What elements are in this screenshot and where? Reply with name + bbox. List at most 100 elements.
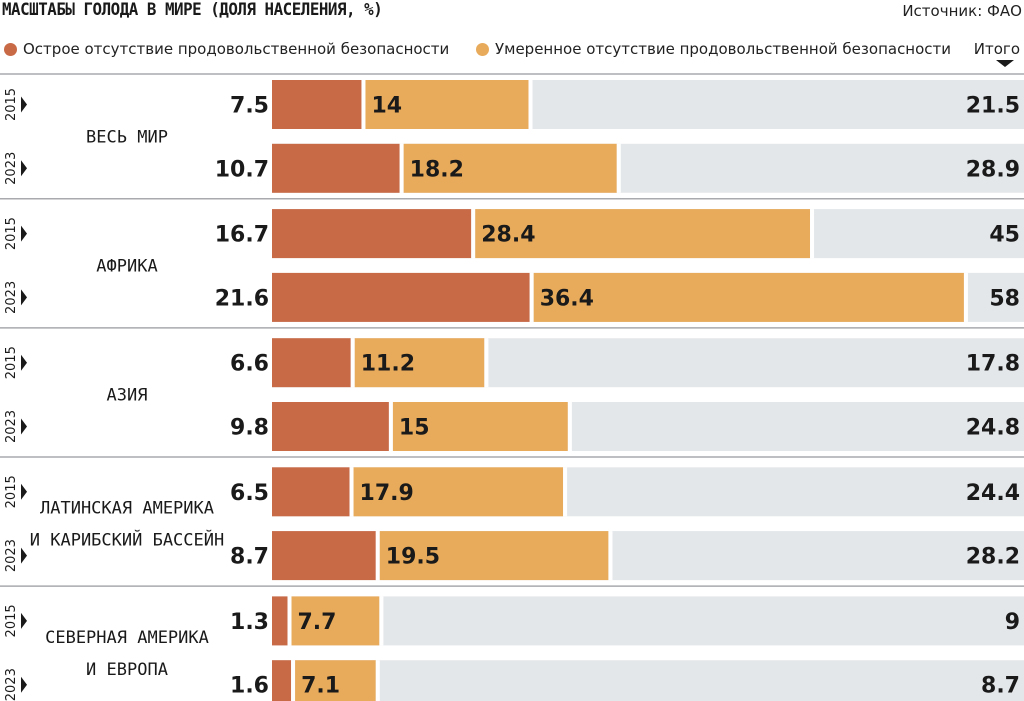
region-label: ЛАТИНСКАЯ АМЕРИКА — [40, 499, 214, 519]
row-marker-icon — [21, 547, 27, 564]
moderate-value-label: 28.4 — [481, 223, 535, 248]
bar-segment-gap — [287, 596, 292, 646]
moderate-value-label: 14 — [371, 94, 402, 119]
total-value-label: 24.8 — [966, 416, 1020, 441]
row-marker-icon — [21, 160, 27, 177]
bar-segment-gap — [399, 143, 404, 193]
acute-value-label: 16.7 — [215, 223, 269, 248]
bar-moderate-segment — [291, 596, 380, 646]
year-label: 2015 — [4, 217, 19, 250]
source-label: Источник: ФАО — [902, 2, 1022, 20]
total-value-label: 58 — [989, 286, 1020, 311]
bar-acute-segment — [272, 143, 400, 193]
moderate-value-label: 19.5 — [386, 545, 440, 570]
acute-value-label: 8.7 — [230, 545, 269, 570]
bar-track — [272, 660, 1024, 701]
moderate-value-label: 15 — [399, 416, 430, 441]
legend-swatch-acute — [4, 43, 17, 56]
bar-acute-segment — [272, 80, 362, 129]
bar-segment-gap — [484, 338, 489, 388]
total-value-label: 8.7 — [981, 674, 1020, 699]
acute-value-label: 7.5 — [230, 94, 269, 119]
row-marker-icon — [21, 289, 27, 306]
row-marker-icon — [21, 225, 27, 242]
bar-segment-gap — [361, 80, 366, 129]
sort-down-arrow-icon — [996, 60, 1014, 67]
bar-segment-gap — [567, 402, 572, 451]
chart-title: МАСШТАБЫ ГОЛОДА В МИРЕ (ДОЛЯ НАСЕЛЕНИЯ, … — [2, 0, 383, 20]
region-label: И КАРИБСКИЙ БАССЕЙН — [30, 529, 224, 551]
bar-moderate-segment — [403, 143, 617, 193]
total-value-label: 45 — [989, 223, 1020, 248]
bar-segment-gap — [616, 143, 621, 193]
region-label: И ЕВРОПА — [86, 660, 168, 680]
bar-segment-gap — [810, 209, 815, 259]
region-label: АЗИЯ — [107, 386, 148, 406]
bar-segment-gap — [388, 402, 393, 451]
total-value-label: 21.5 — [966, 94, 1020, 119]
bar-moderate-segment — [354, 338, 485, 388]
row-marker-icon — [21, 483, 27, 500]
bar-acute-segment — [272, 338, 351, 388]
bar-segment-gap — [375, 660, 380, 701]
bar-segment-gap — [563, 467, 568, 517]
year-label: 2015 — [4, 346, 19, 379]
year-label: 2023 — [4, 668, 19, 701]
total-value-label: 24.4 — [966, 481, 1020, 506]
acute-value-label: 6.6 — [230, 352, 269, 377]
row-marker-icon — [21, 354, 27, 371]
year-label: 2023 — [4, 152, 19, 185]
total-value-label: 17.8 — [966, 352, 1020, 377]
acute-value-label: 9.8 — [230, 416, 269, 441]
bar-segment-gap — [963, 272, 968, 322]
legend-swatch-moderate — [476, 43, 489, 56]
bar-moderate-segment — [392, 402, 568, 451]
row-marker-icon — [21, 676, 27, 693]
acute-value-label: 1.6 — [230, 674, 269, 699]
year-label: 2023 — [4, 410, 19, 443]
moderate-value-label: 7.7 — [298, 610, 337, 635]
bar-segment-gap — [608, 531, 613, 581]
bar-moderate-segment — [533, 272, 964, 322]
row-marker-icon — [21, 96, 27, 113]
legend-label-acute: Острое отсутствие продовольственной безо… — [23, 40, 450, 58]
total-value-label: 9 — [1005, 610, 1020, 635]
bar-segment-gap — [349, 467, 354, 517]
bar-moderate-segment — [475, 209, 811, 259]
row-marker-icon — [21, 418, 27, 435]
bar-moderate-segment — [365, 80, 529, 129]
bar-segment-gap — [471, 209, 476, 259]
bar-track — [272, 596, 1024, 646]
bar-acute-segment — [272, 596, 288, 646]
region-label: ВЕСЬ МИР — [86, 127, 168, 147]
bar-segment-gap — [528, 80, 533, 129]
bar-acute-segment — [272, 272, 530, 322]
year-label: 2015 — [4, 604, 19, 637]
acute-value-label: 10.7 — [215, 157, 269, 182]
year-label: 2015 — [4, 88, 19, 121]
acute-value-label: 1.3 — [230, 610, 269, 635]
legend-label-moderate: Умеренное отсутствие продовольственной б… — [495, 40, 952, 58]
bar-acute-segment — [272, 209, 472, 259]
year-label: 2023 — [4, 539, 19, 572]
bar-moderate-segment — [379, 531, 609, 581]
moderate-value-label: 36.4 — [540, 286, 594, 311]
bar-segment-gap — [375, 531, 380, 581]
moderate-value-label: 7.1 — [301, 674, 340, 699]
moderate-value-label: 17.9 — [360, 481, 414, 506]
total-column-header: Итого — [973, 40, 1020, 58]
bar-acute-segment — [272, 467, 350, 517]
bar-moderate-segment — [353, 467, 564, 517]
acute-value-label: 6.5 — [230, 481, 269, 506]
year-label: 2015 — [4, 475, 19, 508]
region-label: АФРИКА — [96, 257, 157, 277]
row-marker-icon — [21, 612, 27, 629]
bar-acute-segment — [272, 402, 389, 451]
bar-segment-gap — [529, 272, 534, 322]
moderate-value-label: 18.2 — [410, 157, 464, 182]
legend-item-moderate: Умеренное отсутствие продовольственной б… — [476, 40, 951, 58]
bar-acute-segment — [272, 531, 376, 581]
bar-segment-gap — [291, 660, 296, 701]
region-label: СЕВЕРНАЯ АМЕРИКА — [45, 628, 209, 648]
